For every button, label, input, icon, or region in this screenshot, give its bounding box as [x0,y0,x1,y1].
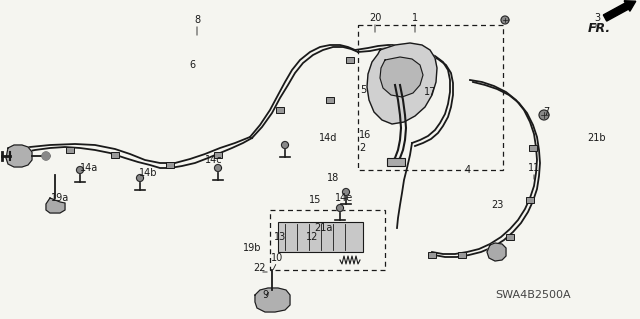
Bar [276,107,284,113]
Polygon shape [6,145,32,167]
Bar [66,147,74,153]
Text: 14e: 14e [335,193,353,203]
Text: 15: 15 [309,195,321,205]
Polygon shape [46,198,65,213]
Circle shape [342,189,349,196]
Circle shape [136,174,143,182]
Bar [346,57,354,63]
Polygon shape [539,110,549,120]
Text: 20: 20 [369,13,381,23]
Bar [358,25,503,170]
Text: 10: 10 [271,253,283,263]
Text: 18: 18 [327,173,339,183]
Text: 14b: 14b [139,168,157,178]
Bar [214,152,222,158]
Text: 14a: 14a [80,163,98,173]
Bar [326,97,334,103]
Text: 14c: 14c [205,155,223,165]
Circle shape [214,165,221,172]
Text: 21b: 21b [588,133,606,143]
Text: 9: 9 [262,290,268,300]
Circle shape [77,167,83,174]
FancyArrow shape [604,1,636,21]
Bar [270,210,385,270]
Polygon shape [501,16,509,24]
Polygon shape [487,243,506,261]
Circle shape [337,204,344,211]
Text: 19a: 19a [51,193,69,203]
Polygon shape [367,43,437,124]
Text: 19b: 19b [243,243,261,253]
Text: 23: 23 [491,200,503,210]
Bar [428,252,436,258]
Text: 13: 13 [274,232,286,242]
Text: 21a: 21a [314,223,332,233]
Text: FR.: FR. [588,22,611,35]
Text: 11: 11 [528,163,540,173]
Bar [387,158,405,166]
Text: 1: 1 [412,13,418,23]
Circle shape [42,152,50,160]
Text: 5: 5 [360,85,366,95]
Text: 2: 2 [359,143,365,153]
Text: 4: 4 [465,165,471,175]
Text: 6: 6 [189,60,195,70]
Polygon shape [380,57,423,97]
Bar [166,162,174,168]
Text: SWA4B2500A: SWA4B2500A [495,290,571,300]
Circle shape [282,142,289,149]
Text: 22: 22 [253,263,266,273]
Polygon shape [255,288,290,312]
Text: 16: 16 [359,130,371,140]
Text: 17: 17 [424,87,436,97]
Text: 8: 8 [194,15,200,25]
Bar [529,145,537,151]
Bar [458,252,466,258]
Bar [111,152,119,158]
Text: 3: 3 [594,13,600,23]
Text: 14d: 14d [319,133,337,143]
Bar [278,222,363,252]
Bar [506,234,514,240]
Bar [526,197,534,203]
Text: 12: 12 [306,232,318,242]
Text: 7: 7 [543,107,549,117]
